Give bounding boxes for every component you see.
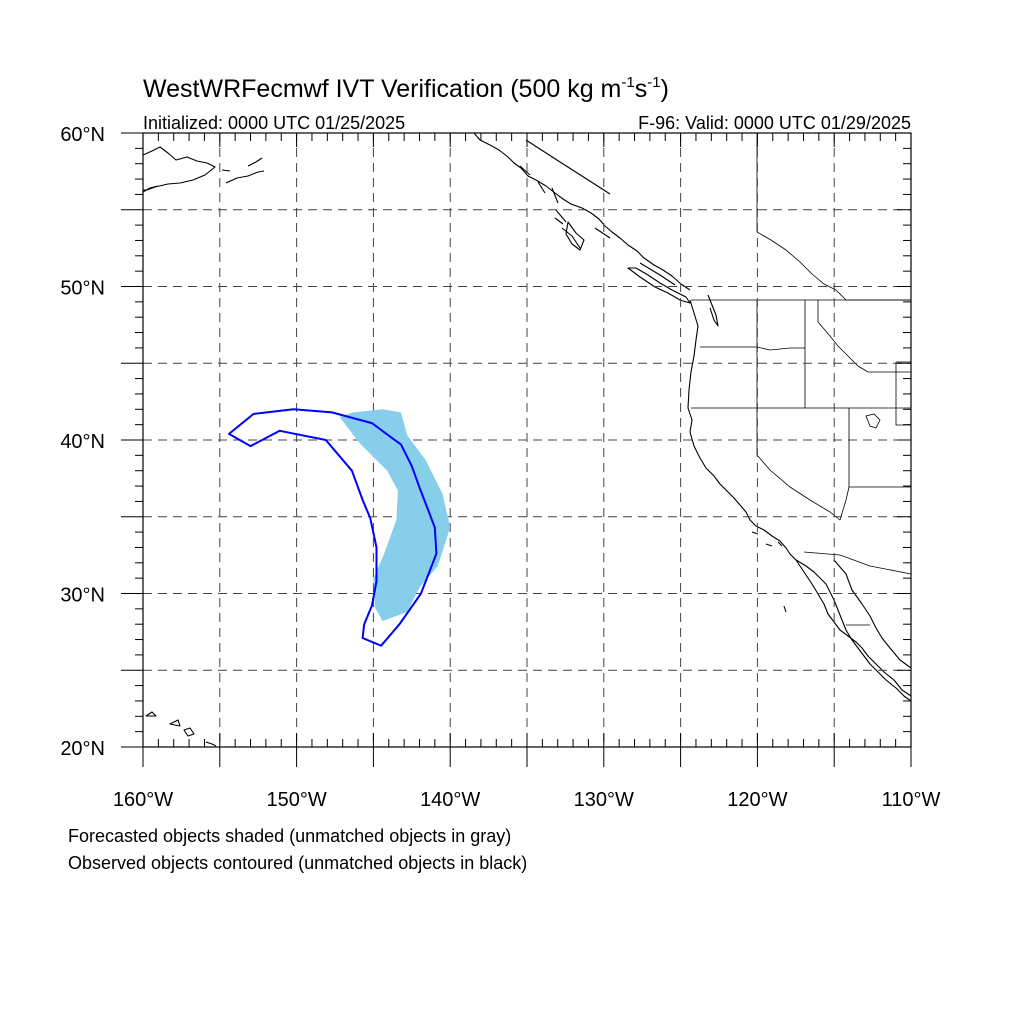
lon-label: 130°W (574, 789, 634, 811)
footer-note-forecast: Forecasted objects shaded (unmatched obj… (68, 826, 512, 846)
lon-label: 120°W (727, 789, 787, 811)
lat-label: 20°N (60, 738, 105, 760)
lat-label: 60°N (60, 124, 105, 146)
lon-label: 160°W (113, 789, 173, 811)
map-title: WestWRFecmwf IVT Verification (500 kg m-… (143, 74, 669, 103)
axis-labels: 60°N 50°N 40°N 30°N 20°N 160°W 150°W 140°W 130°W… (60, 124, 940, 811)
grid-lines (143, 133, 911, 747)
lat-label: 30°N (60, 585, 105, 607)
coastlines (142, 132, 912, 747)
lat-label: 40°N (60, 431, 105, 453)
forecast-object-shaded (339, 409, 451, 622)
observed-object-contour (228, 408, 438, 647)
political-borders (691, 133, 912, 626)
lon-label: 150°W (266, 789, 326, 811)
initialized-label: Initialized: 0000 UTC 01/25/2025 (143, 113, 405, 133)
lat-label: 50°N (60, 278, 105, 300)
map-frame (121, 132, 912, 767)
lon-label: 110°W (882, 789, 941, 811)
lakes (865, 413, 881, 429)
ivt-objects (228, 408, 451, 647)
footer-note-observed: Observed objects contoured (unmatched ob… (68, 853, 528, 873)
lon-label: 140°W (420, 789, 480, 811)
valid-label: F-96: Valid: 0000 UTC 01/29/2025 (638, 113, 911, 133)
